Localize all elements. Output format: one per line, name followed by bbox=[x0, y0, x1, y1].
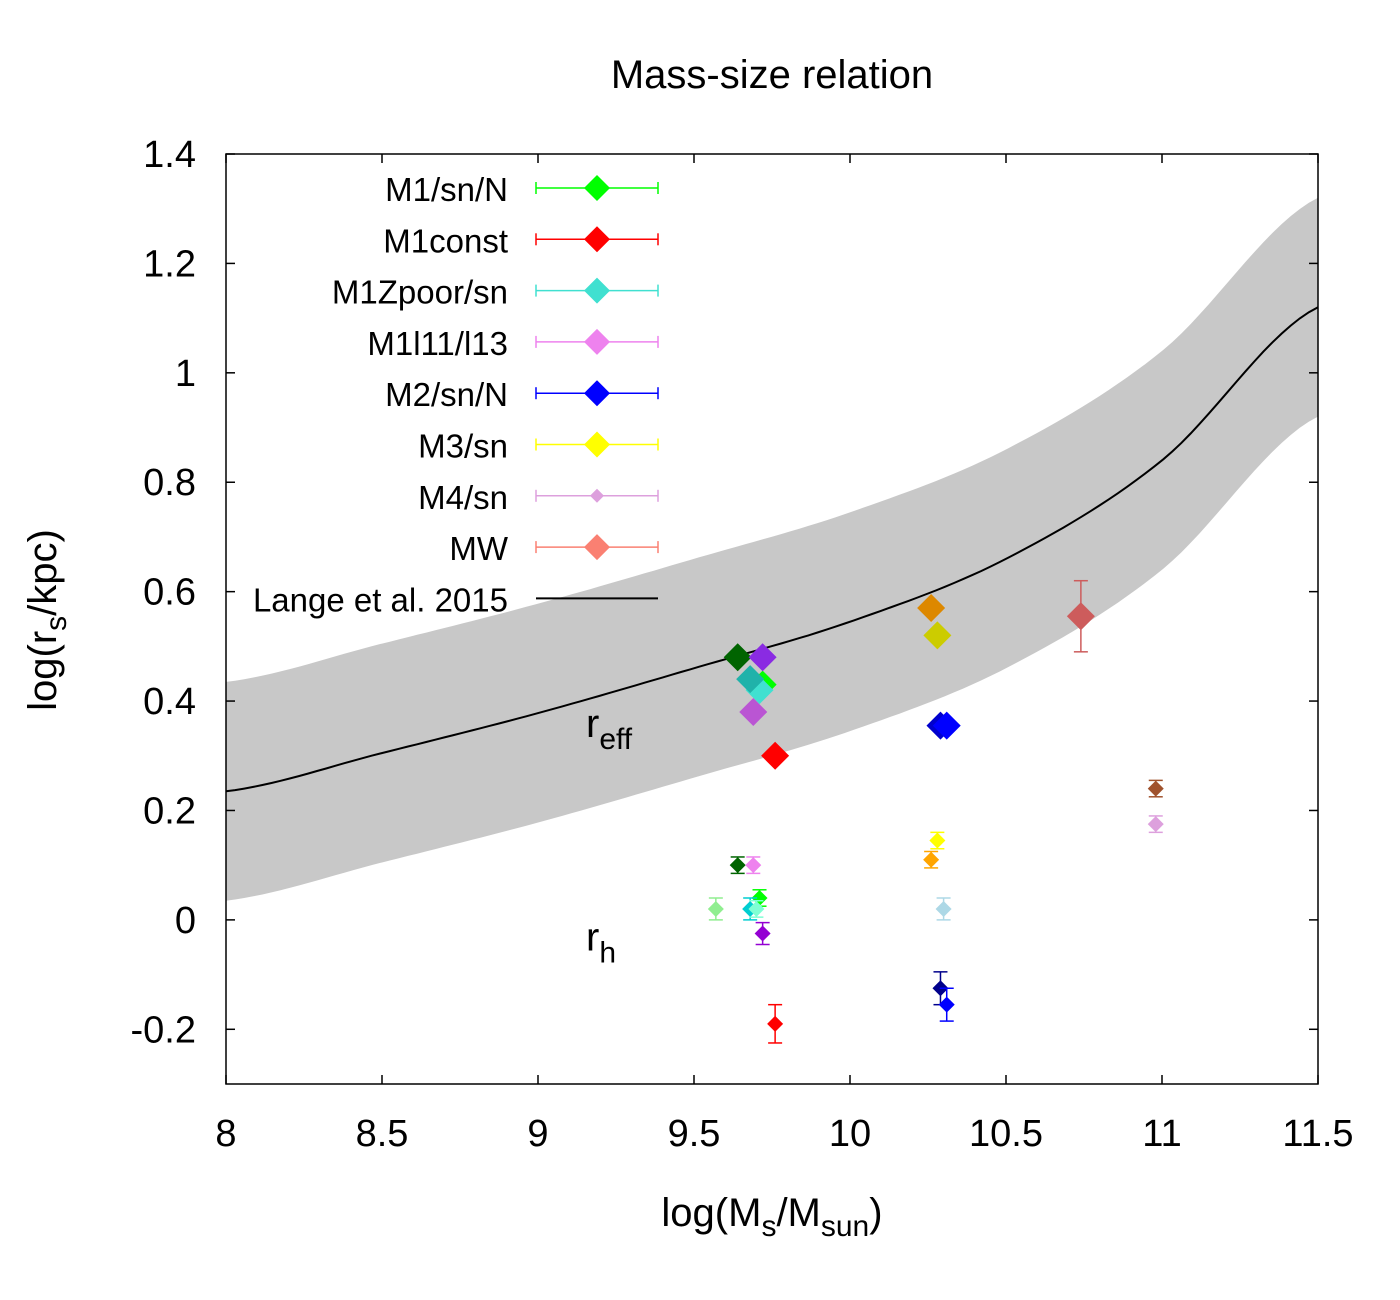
chart-title: Mass-size relation bbox=[611, 53, 933, 97]
y-tick-label: 0.8 bbox=[143, 462, 196, 504]
legend-label: M1const bbox=[383, 222, 508, 259]
data-point-diamond bbox=[767, 1015, 784, 1032]
y-tick-label: 1 bbox=[175, 353, 196, 395]
legend-marker-diamond bbox=[584, 277, 610, 304]
axes-layer bbox=[225, 153, 1319, 1085]
x-tick-label: 11 bbox=[1142, 1113, 1181, 1155]
data-point-diamond bbox=[929, 832, 946, 849]
legend-label: M4/sn bbox=[418, 479, 508, 516]
y-axis-label: log(rs/kpc) bbox=[21, 529, 73, 711]
y-tick-label: 0.2 bbox=[143, 790, 196, 832]
x-tick-label: 11.5 bbox=[1282, 1113, 1353, 1155]
data-point-diamond bbox=[729, 857, 746, 874]
x-axis-label: log(Ms/Msun) bbox=[661, 1191, 882, 1243]
legend-label: M1l11/l13 bbox=[367, 325, 508, 362]
y-tick-label: 0.4 bbox=[143, 681, 196, 723]
data-point-diamond bbox=[923, 621, 952, 650]
x-tick-label: 10 bbox=[829, 1113, 871, 1155]
legend-marker-diamond bbox=[584, 328, 610, 355]
data-point-diamond bbox=[1147, 816, 1164, 833]
data-point-diamond bbox=[938, 996, 955, 1013]
data-point-diamond bbox=[917, 594, 946, 623]
legend-marker-diamond bbox=[584, 226, 610, 253]
annotation-rh: rh bbox=[586, 915, 616, 969]
legend-marker-diamond bbox=[584, 175, 610, 201]
data-point-diamond bbox=[761, 741, 790, 770]
x-tick-label: 9.5 bbox=[668, 1113, 721, 1155]
relation-scatter-band bbox=[226, 197, 1318, 901]
x-tick-label: 8 bbox=[215, 1113, 236, 1155]
y-tick-label: 1.2 bbox=[143, 243, 196, 285]
data-point-diamond bbox=[748, 643, 777, 672]
legend: M1/sn/N M1const M1Zpoor/sn M1l11/l13 M2/sn/N… bbox=[253, 171, 659, 618]
legend-marker-diamond bbox=[584, 380, 610, 407]
chart-text-layer: Mass-size relation 8 8.5 9 9.5 10 10.5 11 11.5-… bbox=[21, 53, 1354, 1243]
relation-band-layer bbox=[225, 197, 1319, 901]
legend-label: M2/sn/N bbox=[385, 376, 508, 413]
legend-marker-diamond bbox=[584, 431, 610, 458]
data-points-layer bbox=[707, 579, 1164, 1044]
x-tick-label: 8.5 bbox=[356, 1113, 409, 1155]
legend-marker-diamond bbox=[584, 534, 610, 561]
y-tick-label: 0 bbox=[175, 900, 196, 942]
legend-label: M3/sn bbox=[418, 428, 508, 465]
legend-label: M1/sn/N bbox=[385, 171, 508, 208]
y-tick-label: -0.2 bbox=[131, 1009, 196, 1051]
data-point-diamond bbox=[739, 698, 768, 726]
x-tick-label: 9 bbox=[527, 1113, 548, 1155]
data-point-diamond bbox=[923, 851, 940, 868]
data-point-diamond bbox=[736, 665, 765, 694]
annotation-reff: reff bbox=[586, 702, 633, 756]
y-tick-label: 1.4 bbox=[143, 134, 196, 176]
data-point-diamond bbox=[754, 925, 771, 942]
y-tick-label: 0.6 bbox=[143, 572, 196, 614]
legend-marker-diamond bbox=[590, 488, 604, 503]
data-point-diamond bbox=[935, 900, 952, 917]
data-point-diamond bbox=[745, 857, 762, 874]
data-point-diamond bbox=[707, 900, 724, 917]
relation-line bbox=[225, 306, 1319, 793]
data-point-diamond bbox=[932, 711, 961, 740]
x-tick-label: 10.5 bbox=[969, 1113, 1043, 1155]
plot-frame bbox=[225, 153, 1319, 1085]
legend-label: Lange et al. 2015 bbox=[253, 581, 508, 618]
data-point-diamond bbox=[1066, 602, 1095, 631]
data-point-diamond bbox=[723, 643, 752, 672]
legend-label: MW bbox=[449, 530, 508, 567]
data-point-diamond bbox=[1147, 780, 1164, 797]
legend-label: M1Zpoor/sn bbox=[332, 274, 508, 311]
data-point-diamond bbox=[748, 900, 765, 917]
